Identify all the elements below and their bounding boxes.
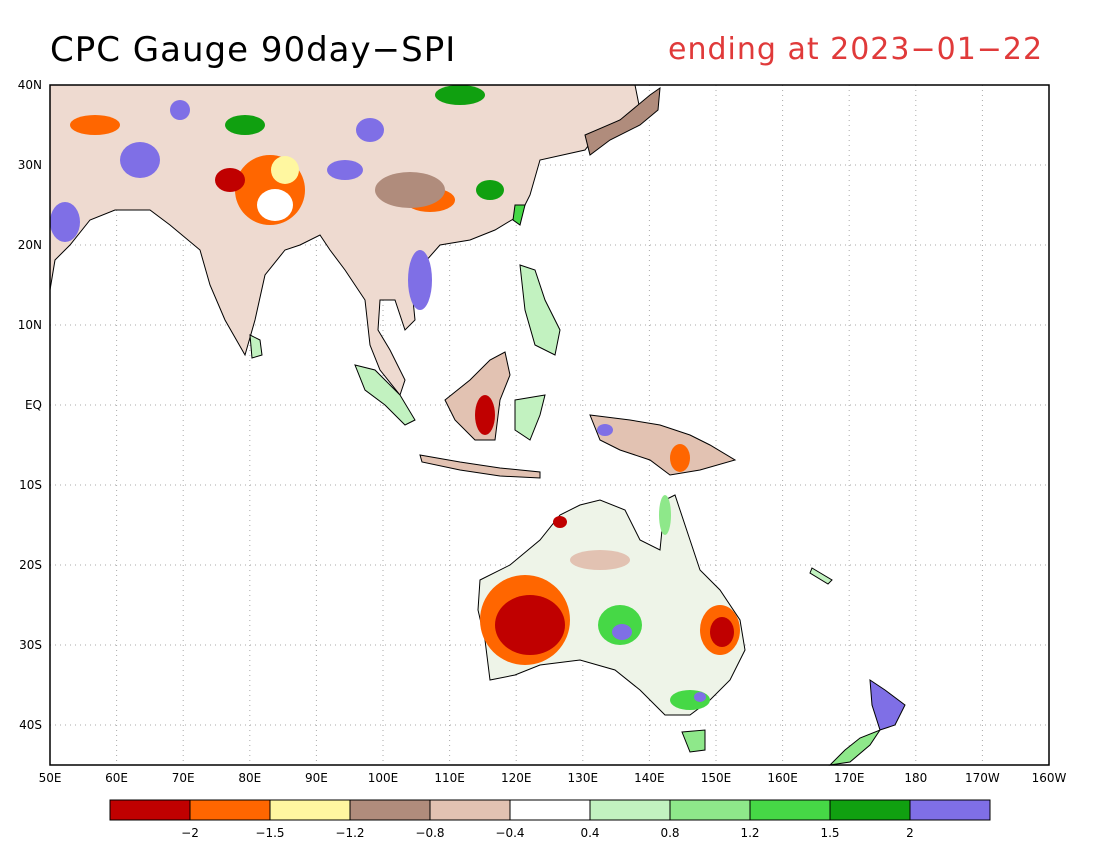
patch-dry-newguinea (670, 444, 690, 472)
longitude-label: 130E (568, 771, 599, 785)
sri-lanka-landmass (249, 334, 263, 359)
patch-very-wet-3 (327, 160, 363, 180)
legend-swatch (909, 799, 991, 821)
legend-swatch (589, 799, 671, 821)
latitude-label: 10S (19, 478, 42, 492)
map-subtitle-date: ending at 2023−01−22 (668, 32, 1044, 67)
latitude-label: 40N (18, 78, 42, 92)
patch-brown-china (375, 172, 445, 208)
legend-swatch (749, 799, 831, 821)
latitude-label: 40S (19, 718, 42, 732)
latitude-label: 20S (19, 558, 42, 572)
patch-white-india (257, 189, 293, 221)
patch-very-wet-newguinea (597, 424, 613, 436)
patch-very-wet-vic (694, 692, 706, 702)
legend-swatch (509, 799, 591, 821)
new-zealand-north-island (869, 679, 906, 731)
longitude-labels: 50E 60E 70E 80E 90E 100E 110E 120E 130E 140E 150E 1… (39, 771, 1067, 785)
legend-swatch (109, 799, 191, 821)
longitude-label: 170E (834, 771, 865, 785)
legend-swatch (669, 799, 751, 821)
longitude-label: 150E (701, 771, 732, 785)
latitude-label: 20N (18, 238, 42, 252)
longitude-label: 80E (238, 771, 261, 785)
legend-label: −0.4 (495, 826, 524, 840)
patch-moderate-dry-india (271, 156, 299, 184)
legend-colorbar: −2 −1.5 −1.2 −0.8 −0.4 0.4 0.8 1.2 1.5 2 (109, 799, 991, 840)
longitude-label: 170W (965, 771, 1000, 785)
legend-swatch (189, 799, 271, 821)
patch-extreme-dry-borneo (475, 395, 495, 435)
latitude-label: 30N (18, 158, 42, 172)
latitude-label: 10N (18, 318, 42, 332)
patch-extreme-dry-kimberley (553, 516, 567, 528)
legend-swatch (829, 799, 911, 821)
patch-extreme-dry-india (215, 168, 245, 192)
patch-slight-dry-nt (570, 550, 630, 570)
longitude-label: 70E (172, 771, 195, 785)
new-guinea-landmass (589, 414, 737, 476)
spi-anomaly-patches (50, 85, 740, 710)
legend-label: 1.2 (740, 826, 759, 840)
philippines-landmass (519, 264, 561, 356)
legend-swatch (429, 799, 511, 821)
latitude-label: EQ (25, 398, 42, 412)
patch-wet-9 (476, 180, 504, 200)
patch-wet-capeyork (659, 495, 671, 535)
japan-landmass (584, 86, 661, 156)
tasmania-landmass (681, 729, 706, 753)
taiwan-landmass (512, 204, 526, 226)
longitude-label: 160E (767, 771, 798, 785)
patch-very-wet-8 (170, 100, 190, 120)
patch-wet-4 (225, 115, 265, 135)
sumatra-landmass (354, 364, 416, 426)
longitude-label: 160W (1032, 771, 1067, 785)
map-frame (49, 84, 1050, 766)
legend-label: 0.8 (660, 826, 679, 840)
legend-label: 2 (906, 826, 914, 840)
patch-extreme-dry-wa (495, 595, 565, 655)
longitude-label: 100E (368, 771, 399, 785)
longitude-label: 120E (501, 771, 532, 785)
legend-label: −1.5 (255, 826, 284, 840)
latitude-label: 30S (19, 638, 42, 652)
longitude-label: 110E (434, 771, 465, 785)
legend-swatch (349, 799, 431, 821)
longitude-label: 180 (904, 771, 927, 785)
longitude-label: 50E (39, 771, 62, 785)
new-caledonia-landmass (809, 567, 833, 585)
patch-very-wet-sa (612, 624, 632, 640)
map-title: CPC Gauge 90day−SPI (50, 30, 457, 70)
legend-label: −0.8 (415, 826, 444, 840)
longitude-label: 90E (305, 771, 328, 785)
patch-extreme-dry-nsw (710, 617, 734, 647)
legend-label: 1.5 (820, 826, 839, 840)
java-landmass (419, 454, 541, 479)
longitude-label: 60E (105, 771, 128, 785)
patch-very-wet-2 (356, 118, 384, 142)
patch-wet-5 (435, 85, 485, 105)
patch-very-wet-6 (50, 202, 80, 242)
latitude-labels: 40N 30N 20N 10N EQ 10S 20S 30S 40S (18, 78, 42, 732)
legend-swatch (269, 799, 351, 821)
legend-label: −1.2 (335, 826, 364, 840)
patch-dry-westasia (70, 115, 120, 135)
sulawesi-landmass (514, 394, 546, 441)
legend-label: −2 (181, 826, 199, 840)
longitude-label: 140E (634, 771, 665, 785)
legend-label: 0.4 (580, 826, 599, 840)
patch-very-wet-1 (120, 142, 160, 178)
patch-very-wet-7 (408, 250, 432, 310)
